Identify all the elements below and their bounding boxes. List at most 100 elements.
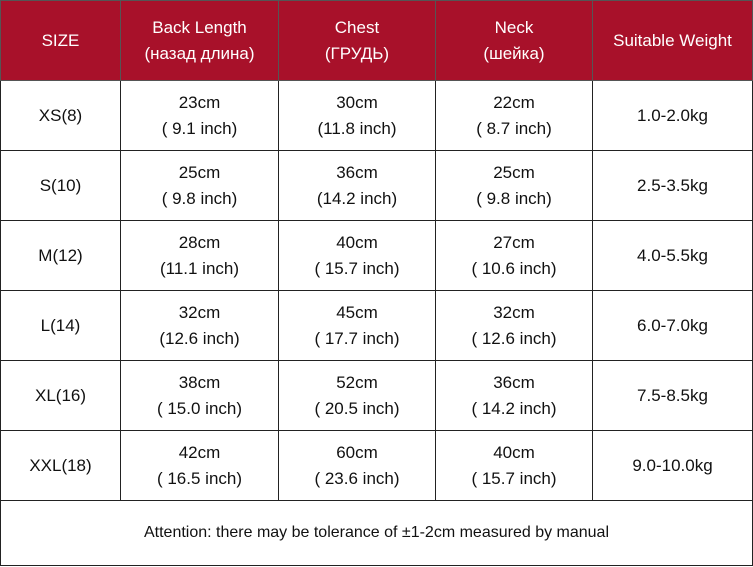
size-row: XL(16) 38cm ( 15.0 inch) 52cm ( 20.5 inch) 36… [0, 360, 753, 431]
table-cell: S(10) [0, 150, 121, 221]
cell-text: ( 9.8 inch) [476, 188, 552, 208]
cell-text: 7.5-8.5kg [637, 385, 708, 405]
note-text: Attention: there may be tolerance of ±1-… [143, 524, 610, 541]
cell-text: (11.1 inch) [159, 258, 240, 278]
table-cell: 9.0-10.0kg [592, 430, 753, 501]
cell-text: 45cm [336, 302, 378, 322]
cell-text: ( 17.7 inch) [314, 328, 400, 348]
table-cell: 2.5-3.5kg [592, 150, 753, 221]
table-cell: 36cm ( 14.2 inch) [435, 360, 593, 431]
table-cell: 1.0-2.0kg [592, 80, 753, 151]
table-cell: 7.5-8.5kg [592, 360, 753, 431]
cell-text: 36cm [493, 372, 535, 392]
cell-text: 32cm [178, 302, 221, 322]
cell-text: ( 15.7 inch) [314, 258, 400, 278]
cell-text: (14.2 inch) [316, 188, 398, 208]
cell-text: XL(16) [34, 385, 87, 405]
size-row: XXL(18) 42cm ( 16.5 inch) 60cm ( 23.6 inch) 4… [0, 430, 753, 501]
cell-text: 42cm [178, 442, 221, 462]
size-row: L(14) 32cm (12.6 inch) 45cm ( 17.7 inch) 32cm… [0, 290, 753, 361]
size-row: XS(8) 23cm ( 9.1 inch) 30cm (11.8 inch) 22cm (… [0, 80, 753, 151]
table-cell: XXL(18) [0, 430, 121, 501]
cell-text: ( 16.5 inch) [156, 468, 243, 488]
size-row: M(12) 28cm (11.1 inch) 40cm ( 15.7 inch) 27cm… [0, 220, 753, 291]
table-cell: M(12) [0, 220, 121, 291]
table-cell: 4.0-5.5kg [592, 220, 753, 291]
cell-text: ( 20.5 inch) [314, 398, 400, 418]
table-cell: Suitable Weight [592, 0, 753, 81]
cell-text: M(12) [38, 245, 83, 265]
cell-text: 32cm [493, 302, 535, 322]
table-cell: L(14) [0, 290, 121, 361]
cell-text: Chest [334, 17, 380, 37]
table-cell: 32cm (12.6 inch) [120, 290, 279, 361]
cell-text: 22cm [493, 92, 535, 112]
cell-text: 60cm [336, 442, 378, 462]
table-cell: Chest (ГРУДЬ) [278, 0, 436, 81]
cell-text: 30cm [336, 92, 378, 112]
cell-text: 40cm [493, 442, 535, 462]
cell-text: Suitable Weight [613, 30, 732, 50]
note-cell: Attention: there may be tolerance of ±1-… [0, 500, 753, 566]
cell-text: (шейка) [483, 43, 545, 63]
cell-text: ( 8.7 inch) [476, 118, 552, 138]
cell-text: Back Length [152, 17, 247, 37]
table-cell: 22cm ( 8.7 inch) [435, 80, 593, 151]
table-cell: 42cm ( 16.5 inch) [120, 430, 279, 501]
cell-text: Neck [494, 17, 534, 37]
table-cell: XL(16) [0, 360, 121, 431]
cell-text: (ГРУДЬ) [324, 43, 390, 63]
table-cell: 25cm ( 9.8 inch) [120, 150, 279, 221]
cell-text: ( 12.6 inch) [471, 328, 557, 348]
table-cell: Neck (шейка) [435, 0, 593, 81]
table-cell: 40cm ( 15.7 inch) [435, 430, 593, 501]
cell-text: ( 23.6 inch) [314, 468, 400, 488]
table-cell: 32cm ( 12.6 inch) [435, 290, 593, 361]
cell-text: 28cm [178, 232, 221, 252]
cell-text: (12.6 inch) [159, 328, 240, 348]
cell-text: ( 9.1 inch) [161, 118, 238, 138]
cell-text: (11.8 inch) [317, 118, 397, 138]
cell-text: 25cm [493, 162, 535, 182]
table-cell: 30cm (11.8 inch) [278, 80, 436, 151]
cell-text: 2.5-3.5kg [637, 175, 708, 195]
table-cell: 60cm ( 23.6 inch) [278, 430, 436, 501]
cell-text: 9.0-10.0kg [632, 455, 713, 475]
cell-text: ( 15.7 inch) [471, 468, 557, 488]
header-row: SIZE Back Length (назад длина) Chest (ГРУДЬ)… [0, 0, 753, 81]
table-cell: 36cm (14.2 inch) [278, 150, 436, 221]
table-cell: 23cm ( 9.1 inch) [120, 80, 279, 151]
cell-text: XS(8) [38, 105, 83, 125]
cell-text: (назад длина) [144, 43, 255, 63]
cell-text: 4.0-5.5kg [637, 245, 708, 265]
cell-text: ( 9.8 inch) [161, 188, 238, 208]
cell-text: 40cm [336, 232, 378, 252]
table-cell: 25cm ( 9.8 inch) [435, 150, 593, 221]
cell-text: ( 15.0 inch) [156, 398, 243, 418]
table-cell: SIZE [0, 0, 121, 81]
cell-text: L(14) [40, 315, 81, 335]
cell-text: ( 14.2 inch) [471, 398, 557, 418]
note-row: Attention: there may be tolerance of ±1-… [0, 500, 753, 566]
cell-text: S(10) [39, 175, 82, 195]
cell-text: XXL(18) [29, 455, 92, 475]
table-cell: 40cm ( 15.7 inch) [278, 220, 436, 291]
table-cell: 28cm (11.1 inch) [120, 220, 279, 291]
size-row: S(10) 25cm ( 9.8 inch) 36cm (14.2 inch) 25cm (… [0, 150, 753, 221]
cell-text: 36cm [336, 162, 378, 182]
cell-text: 1.0-2.0kg [637, 105, 708, 125]
cell-text: 6.0-7.0kg [637, 315, 708, 335]
cell-text: 23cm [178, 92, 221, 112]
cell-text: 25cm [178, 162, 221, 182]
table-cell: 27cm ( 10.6 inch) [435, 220, 593, 291]
cell-text: 38cm [178, 372, 221, 392]
table-cell: Back Length (назад длина) [120, 0, 279, 81]
cell-text: 27cm [493, 232, 535, 252]
table-cell: 45cm ( 17.7 inch) [278, 290, 436, 361]
table-cell: 6.0-7.0kg [592, 290, 753, 361]
table-cell: 38cm ( 15.0 inch) [120, 360, 279, 431]
table-cell: 52cm ( 20.5 inch) [278, 360, 436, 431]
table-cell: XS(8) [0, 80, 121, 151]
